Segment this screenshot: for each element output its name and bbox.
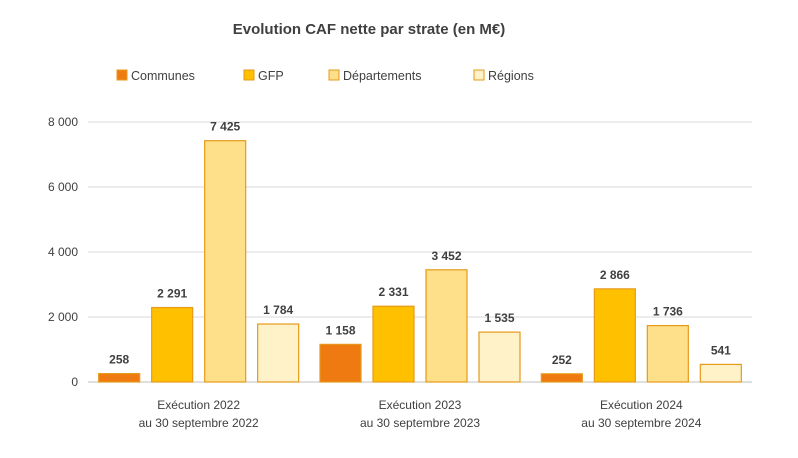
legend-label: Régions — [488, 69, 534, 83]
data-label: 2 866 — [600, 268, 630, 282]
y-tick-label: 8 000 — [48, 115, 78, 129]
data-label: 3 452 — [431, 249, 461, 263]
legend-swatch — [328, 69, 340, 81]
bar-r-gions — [478, 331, 521, 383]
gridlines — [88, 121, 752, 383]
bar-communes — [319, 343, 362, 383]
y-tick-label: 4 000 — [48, 245, 78, 259]
x-tick-label: au 30 septembre 2022 — [139, 416, 259, 430]
data-label: 7 425 — [210, 120, 240, 134]
data-label: 1 784 — [263, 303, 293, 317]
legend-swatch — [243, 69, 255, 81]
x-tick-label: au 30 septembre 2024 — [581, 416, 701, 430]
x-axis: Exécution 2022 au 30 septembre 2022 Exécut… — [139, 398, 702, 430]
x-tick-label: Exécution 2024 — [600, 398, 683, 412]
data-label: 1 535 — [484, 311, 514, 325]
legend: Communes GFP Départements Régions — [116, 69, 534, 83]
bar-gfp — [151, 306, 194, 383]
bar-d-partements — [425, 269, 468, 383]
data-label: 252 — [552, 353, 572, 367]
x-tick-label: au 30 septembre 2023 — [360, 416, 480, 430]
bar-communes — [540, 373, 583, 383]
legend-label: Communes — [131, 69, 195, 83]
bar-gfp — [372, 305, 415, 383]
data-label: 1 158 — [325, 323, 355, 337]
y-tick-label: 2 000 — [48, 310, 78, 324]
bar-d-partements — [646, 324, 689, 383]
legend-label: GFP — [258, 69, 284, 83]
legend-swatch — [116, 69, 128, 81]
x-tick-label: Exécution 2022 — [157, 398, 240, 412]
bar-communes — [98, 373, 141, 383]
y-tick-label: 6 000 — [48, 180, 78, 194]
legend-item-r-gions: Régions — [473, 69, 534, 83]
bar-d-partements — [204, 140, 247, 383]
y-tick-label: 0 — [71, 375, 78, 389]
data-label: 2 331 — [378, 285, 408, 299]
data-label: 541 — [711, 343, 731, 357]
data-label: 2 291 — [157, 287, 187, 301]
legend-label: Départements — [343, 69, 422, 83]
legend-item-d-partements: Départements — [328, 69, 422, 83]
bar-r-gions — [699, 363, 742, 383]
data-label: 1 736 — [653, 305, 683, 319]
chart-title: Evolution CAF nette par strate (en M€) — [233, 21, 506, 38]
legend-item-gfp: GFP — [243, 69, 284, 83]
bar-r-gions — [257, 323, 300, 383]
y-axis: 0 2 000 4 000 6 000 8 000 — [48, 115, 78, 389]
x-tick-label: Exécution 2023 — [379, 398, 462, 412]
bars: 258 2 291 7 425 1 784 1 158 2 331 3 452 1 535 25… — [98, 120, 742, 383]
bar-gfp — [593, 288, 636, 383]
legend-item-communes: Communes — [116, 69, 195, 83]
data-label: 258 — [109, 353, 129, 367]
legend-swatch — [473, 69, 485, 81]
